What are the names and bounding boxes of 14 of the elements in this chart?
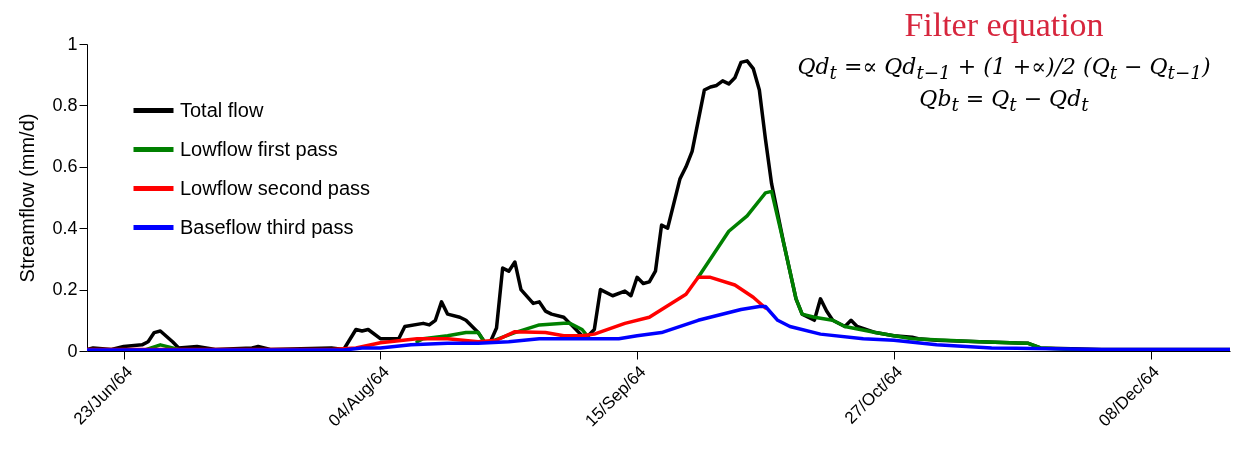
annotation: Qb$_{t}$ = Q$_{t}$ − Qd$_{t}$ xyxy=(918,84,1090,118)
y-tick-label: 0.4 xyxy=(52,217,78,238)
y-tick-label: 0 xyxy=(67,340,78,361)
y-tick-label: 0.8 xyxy=(52,94,78,115)
legend-label: Lowflow first pass xyxy=(180,137,338,160)
legend-label: Total flow xyxy=(180,98,264,121)
y-tick-label: 0.6 xyxy=(52,156,78,177)
y-tick-label: 0.2 xyxy=(52,279,78,300)
legend-label: Baseflow third pass xyxy=(180,215,354,238)
text: Qd$_{t}$ =∝ Qd$_{t−1}$ + (1 +∝)/2 (Q$_{t}$ − Q$_{t−1}$) xyxy=(797,53,1211,83)
text: Filter equation xyxy=(903,5,1105,45)
y-tick-label: 1 xyxy=(67,33,78,54)
legend-label: Lowflow second pass xyxy=(180,176,371,199)
y-axis-title: Streamflow (mm/d) xyxy=(16,113,39,283)
